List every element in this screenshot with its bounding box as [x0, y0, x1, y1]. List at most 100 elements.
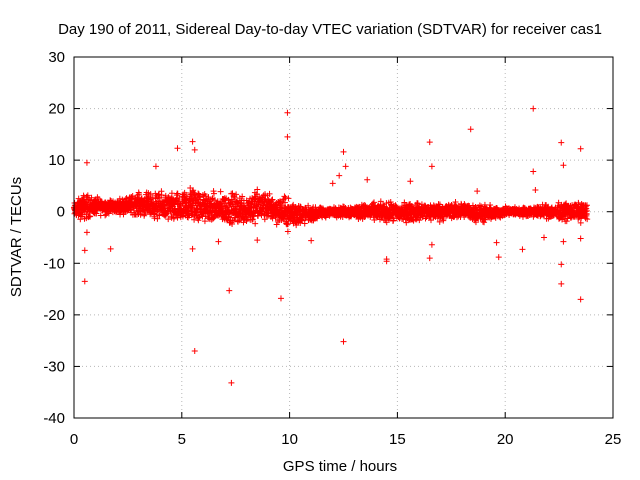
data-point: [136, 191, 143, 198]
y-tick-label: -10: [43, 255, 65, 272]
y-tick-label: 20: [48, 101, 65, 118]
data-point: [305, 202, 312, 209]
data-point-outlier: [191, 146, 198, 153]
data-point-outlier: [558, 261, 565, 268]
data-point: [285, 195, 292, 202]
data-point: [158, 192, 165, 199]
data-point-outlier: [189, 138, 196, 145]
data-point-outlier: [284, 133, 291, 140]
y-tick-label: 30: [48, 49, 65, 66]
data-point-outlier: [577, 235, 584, 242]
data-point-outlier: [383, 256, 390, 263]
data-points: [71, 105, 591, 386]
data-point-outlier: [541, 234, 548, 241]
data-point-outlier: [336, 172, 343, 179]
data-point: [371, 199, 378, 206]
data-point: [361, 201, 368, 208]
data-point-outlier: [81, 247, 88, 254]
data-point-outlier: [407, 178, 414, 185]
data-point: [281, 193, 288, 200]
data-point-outlier: [329, 180, 336, 187]
data-point: [217, 188, 224, 195]
data-point: [583, 202, 590, 209]
data-point: [436, 218, 443, 225]
y-tick-label: 10: [48, 152, 65, 169]
data-point: [190, 192, 197, 199]
data-point: [174, 190, 181, 197]
data-point: [273, 221, 280, 228]
x-tick-label: 15: [389, 431, 406, 448]
data-point-outlier: [226, 287, 233, 294]
data-point: [408, 203, 415, 210]
data-point-outlier: [83, 229, 90, 236]
data-point-outlier: [254, 237, 261, 244]
y-tick-label: -20: [43, 307, 65, 324]
data-point: [563, 218, 570, 225]
x-tick-label: 25: [605, 431, 622, 448]
data-point: [79, 211, 86, 218]
data-point-outlier: [577, 145, 584, 152]
data-point-outlier: [308, 237, 315, 244]
data-point-outlier: [364, 176, 371, 183]
data-point-outlier: [284, 109, 291, 116]
data-point-outlier: [189, 245, 196, 252]
data-point-outlier: [340, 338, 347, 345]
data-point-outlier: [342, 163, 349, 170]
data-point: [261, 216, 268, 223]
data-point-outlier: [428, 163, 435, 170]
data-point: [189, 188, 196, 195]
y-tick-label: -30: [43, 358, 65, 375]
data-point: [201, 218, 208, 225]
data-point-outlier: [340, 148, 347, 155]
y-axis-label: SDTVAR / TECUs: [8, 177, 25, 297]
data-point: [105, 210, 112, 217]
data-point-outlier: [174, 145, 181, 152]
data-point-outlier: [530, 105, 537, 112]
data-point: [226, 214, 233, 221]
data-point-outlier: [558, 139, 565, 146]
data-point: [176, 194, 183, 201]
data-point-outlier: [277, 295, 284, 302]
data-point-outlier: [215, 238, 222, 245]
data-point: [583, 207, 590, 214]
data-point: [252, 220, 259, 227]
data-point-outlier: [532, 187, 539, 194]
data-point: [183, 191, 190, 198]
data-point-outlier: [107, 245, 114, 252]
data-point: [87, 213, 94, 220]
data-point: [383, 219, 390, 226]
data-point: [414, 200, 421, 207]
plot-frame: [73, 56, 614, 419]
data-point: [452, 199, 459, 206]
axes: [73, 56, 614, 419]
data-point: [282, 194, 289, 201]
x-tick-labels: 0 5 10 15 20 25: [70, 431, 622, 448]
x-tick-label: 10: [281, 431, 298, 448]
data-point: [249, 216, 256, 223]
data-point: [239, 193, 246, 200]
data-point: [269, 196, 276, 203]
y-tick-label: 0: [57, 204, 65, 221]
data-point: [168, 190, 175, 197]
grid: [74, 57, 613, 418]
data-point: [401, 199, 408, 206]
data-point: [377, 198, 384, 205]
data-point-outlier: [83, 159, 90, 166]
data-point: [268, 197, 275, 204]
data-point-outlier: [152, 163, 159, 170]
data-point: [168, 195, 175, 202]
data-point-outlier: [558, 280, 565, 287]
data-point: [122, 195, 129, 202]
data-point: [151, 211, 158, 218]
data-point-outlier: [519, 246, 526, 253]
data-point: [88, 194, 95, 201]
data-point: [116, 195, 123, 202]
data-point: [134, 192, 141, 199]
data-point: [162, 192, 169, 199]
data-point: [210, 190, 217, 197]
data-point-outlier: [530, 168, 537, 175]
y-tick-labels: 30 20 10 0 -10 -20 -30 -40: [43, 49, 65, 427]
data-point-outlier: [560, 238, 567, 245]
data-point: [427, 217, 434, 224]
data-point: [416, 217, 423, 224]
